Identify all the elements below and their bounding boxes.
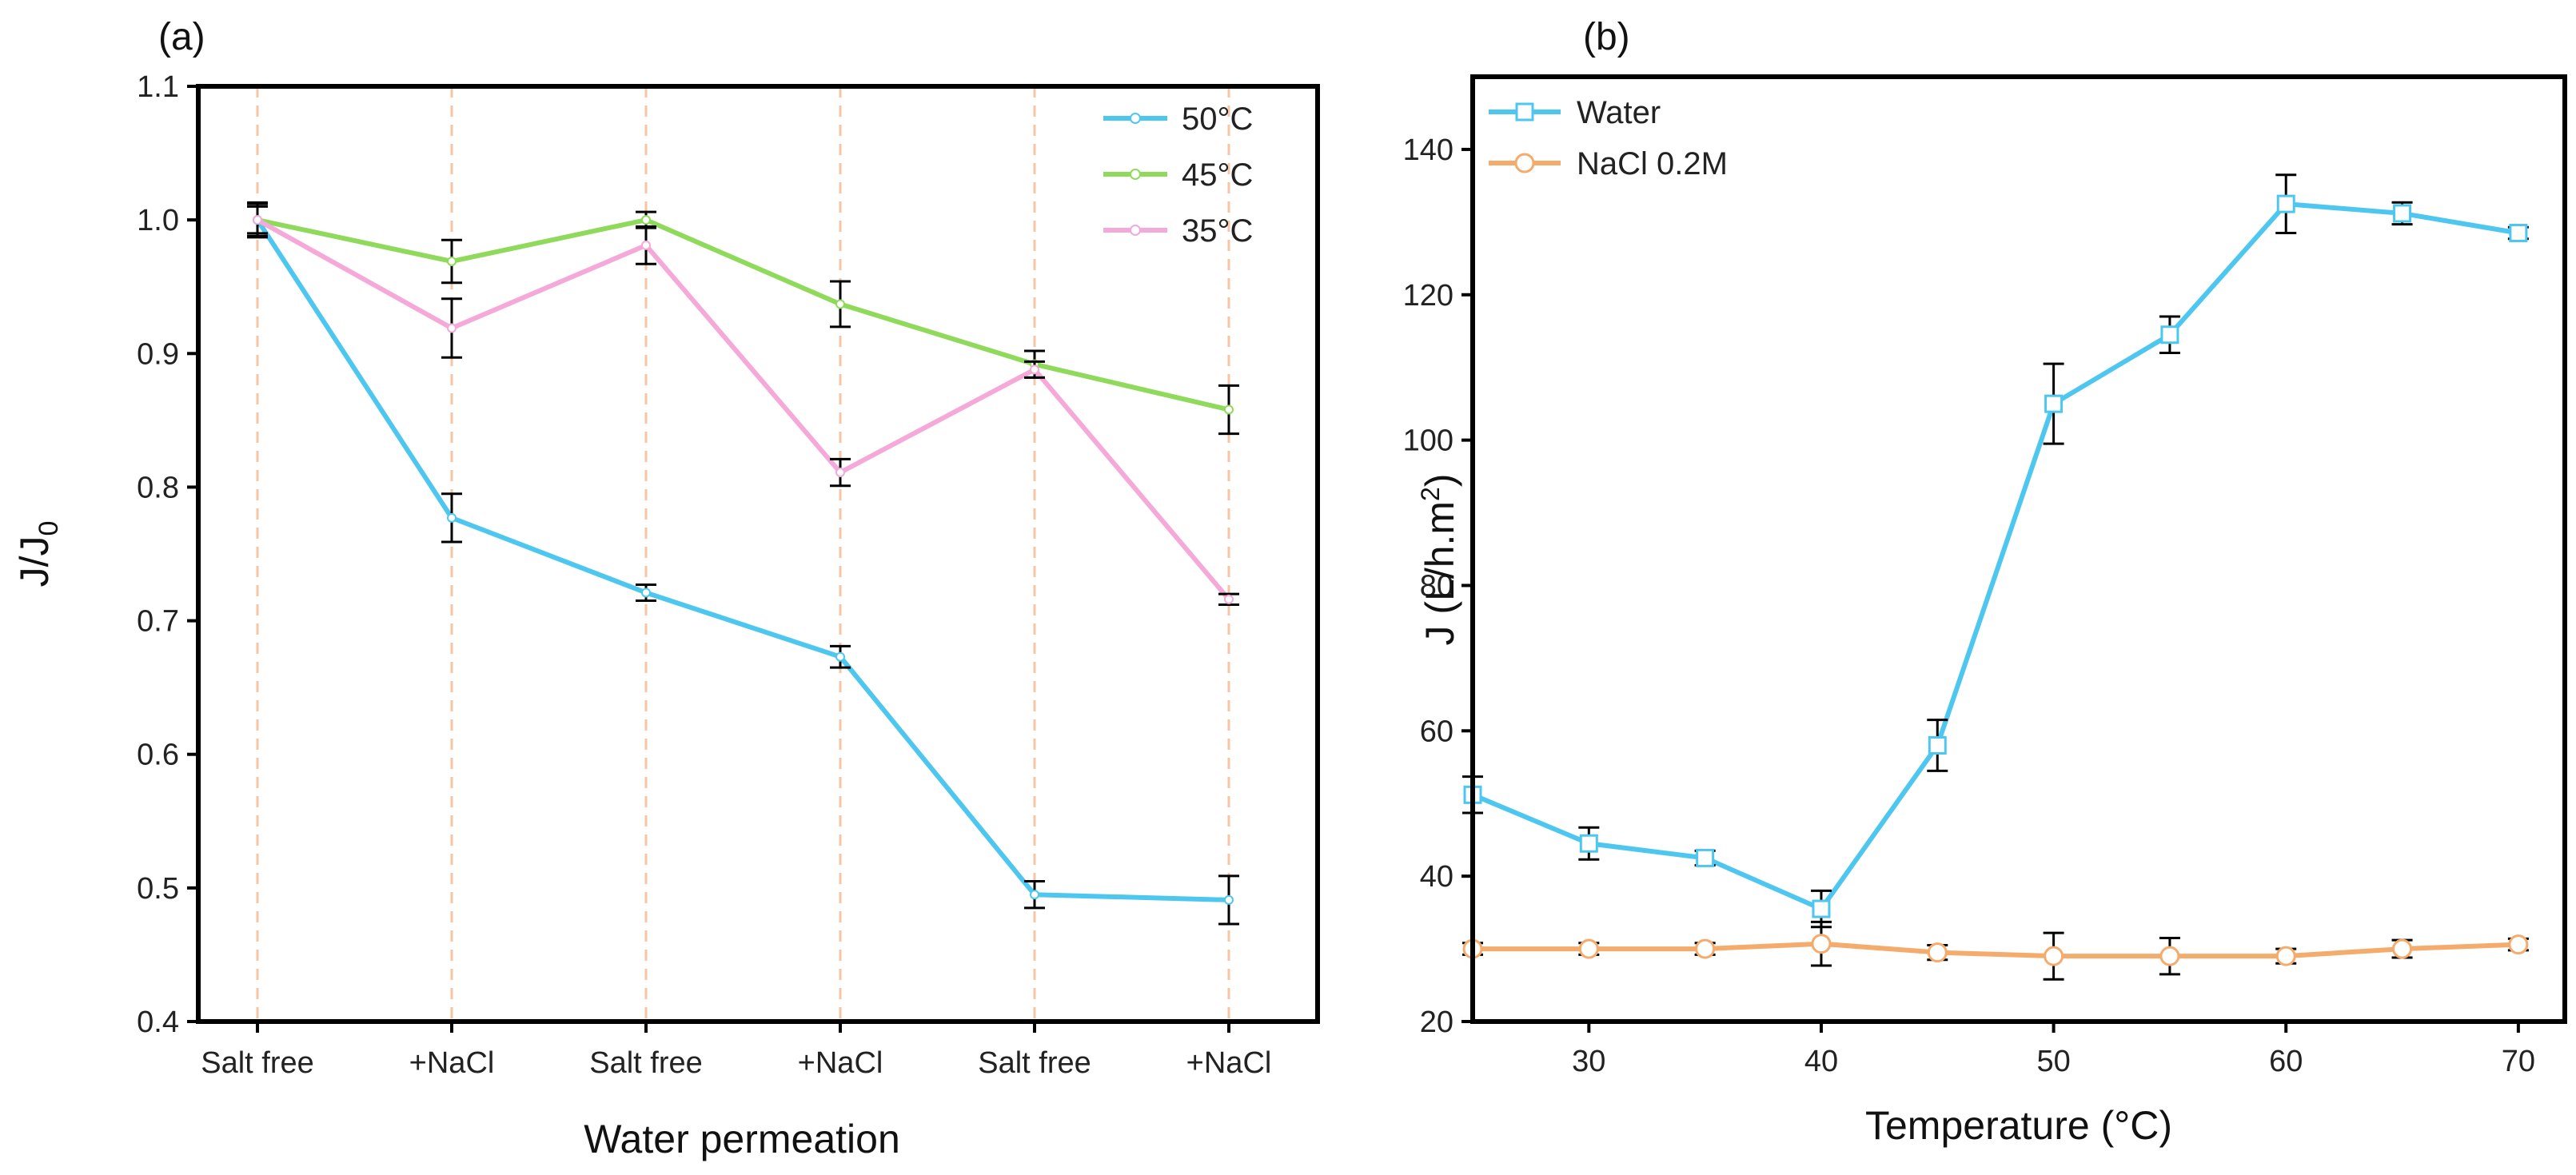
panel-a-series-line-1 bbox=[257, 217, 1230, 412]
panel-a-series-line-0 bbox=[255, 218, 1230, 902]
panel-a-legend-marker-0 bbox=[1130, 113, 1141, 124]
panel-a-x-tick-label-2: Salt free bbox=[589, 1046, 703, 1080]
panel-a-x-tick-label-5: +NaCl bbox=[1186, 1046, 1272, 1080]
panel-b-y-axis: 20 40 60 80 100 120 140 bbox=[1403, 133, 1473, 1039]
panel-b-point-1-6 bbox=[2159, 946, 2180, 966]
panel-b-series bbox=[1462, 173, 2529, 981]
panel-a-y-tick-label-7: 1.1 bbox=[137, 70, 179, 104]
panel-a-legend-label-2: 35°C bbox=[1182, 213, 1253, 249]
panel-b-y-tick-label-3: 80 bbox=[1420, 569, 1453, 603]
panel-a-legend-marker-2 bbox=[1130, 225, 1141, 236]
panel-b-point-0-8 bbox=[2393, 204, 2412, 223]
panel-b-y-tick-label-1: 40 bbox=[1420, 860, 1453, 894]
panel-a-point-0-3 bbox=[835, 651, 845, 662]
panel-b-point-0-5 bbox=[2044, 394, 2064, 413]
panel-a-x-tick-label-0: Salt free bbox=[201, 1046, 314, 1080]
panel-a-legend-marker-1 bbox=[1130, 169, 1141, 180]
panel-a-legend-label-0: 50°C bbox=[1182, 102, 1253, 137]
panel-a-point-1-3 bbox=[835, 299, 845, 309]
panel-a-point-0-2 bbox=[641, 588, 651, 598]
panel-b-x-tick-label-2: 50 bbox=[2036, 1045, 2070, 1078]
panel-a-point-1-1 bbox=[447, 256, 457, 266]
panel-b-series-line-0 bbox=[1471, 201, 2519, 912]
panel-a-x-tick-label-1: +NaCl bbox=[409, 1046, 495, 1080]
panel-a-point-0-5 bbox=[1224, 894, 1234, 905]
panel-b-y-axis-title-superscript: 2 bbox=[1416, 487, 1445, 501]
panel-a-point-2-5 bbox=[1224, 594, 1234, 604]
panel-b-y-tick-label-5: 120 bbox=[1403, 279, 1453, 313]
panel-a-y-tick-label-1: 0.5 bbox=[137, 872, 179, 906]
panel-b-point-0-2 bbox=[1696, 848, 1715, 867]
panel-b-x-tick-label-3: 60 bbox=[2269, 1045, 2303, 1078]
panel-b-legend-label-1: NaCl 0.2M bbox=[1577, 146, 1728, 181]
panel-b-point-0-4 bbox=[1928, 735, 1947, 755]
panel-b-x-tick-label-4: 70 bbox=[2502, 1045, 2535, 1078]
panel-b-x-tick-label-1: 40 bbox=[1804, 1045, 1838, 1078]
panel-b-point-0-3 bbox=[1812, 899, 1831, 918]
panel-a-y-tick-label-2: 0.6 bbox=[137, 739, 179, 772]
panel-b-point-1-5 bbox=[2044, 946, 2064, 966]
panel-b-point-0-9 bbox=[2509, 223, 2528, 242]
panel-a-y-tick-label-5: 0.9 bbox=[137, 337, 179, 371]
panel-b-legend-marker-1 bbox=[1514, 153, 1535, 173]
panel-b-legend-marker-0 bbox=[1515, 102, 1534, 121]
panel-b-point-1-1 bbox=[1578, 938, 1599, 959]
panel-a-x-tick-label-4: Salt free bbox=[978, 1046, 1091, 1080]
panel-b: (b) 20 40 60 80 100 120 140 30 40 50 60 70 Tempera… bbox=[1403, 16, 2567, 1148]
panel-b-point-1-2 bbox=[1695, 938, 1716, 959]
panel-b-y-tick-label-4: 100 bbox=[1403, 424, 1453, 458]
panel-a-x-axis-title: Water permeation bbox=[584, 1117, 900, 1161]
panel-b-y-axis-title-main: J (L/h.m bbox=[1418, 501, 1462, 646]
panel-b-y-axis-title-close: ) bbox=[1418, 473, 1462, 487]
panel-b-y-tick-label-0: 20 bbox=[1420, 1006, 1453, 1039]
panel-a-point-2-3 bbox=[835, 468, 845, 478]
panel-b-point-0-1 bbox=[1579, 834, 1598, 853]
panel-b-point-1-4 bbox=[1927, 942, 1948, 963]
panel-a-x-axis: Salt free +NaCl Salt free +NaCl Salt free +Na… bbox=[201, 1022, 1271, 1080]
panel-b-label: (b) bbox=[1583, 16, 1630, 58]
panel-b-series-line-1 bbox=[1473, 941, 2518, 959]
panel-a-y-axis-title: J/J0 bbox=[12, 521, 64, 588]
panel-a-point-2-2 bbox=[641, 240, 651, 250]
panel-a-series-line-2 bbox=[256, 217, 1231, 601]
panel-b-x-axis: 30 40 50 60 70 bbox=[1572, 1022, 2535, 1078]
panel-b-point-0-6 bbox=[2160, 325, 2179, 345]
panel-a-point-2-0 bbox=[253, 215, 262, 225]
panel-b-point-1-9 bbox=[2508, 934, 2529, 955]
panel-a-x-tick-label-3: +NaCl bbox=[798, 1046, 883, 1080]
panel-b-point-1-8 bbox=[2392, 938, 2413, 959]
panel-b-x-axis-title: Temperature (°C) bbox=[1865, 1103, 2172, 1148]
panel-b-point-1-3 bbox=[1811, 934, 1832, 954]
panel-a-y-tick-label-6: 1.0 bbox=[137, 204, 179, 237]
panel-b-y-tick-label-2: 60 bbox=[1420, 715, 1453, 748]
panel-b-legend: Water NaCl 0.2M bbox=[1489, 95, 1728, 181]
panel-b-y-axis-title: J (L/h.m2) bbox=[1416, 473, 1462, 645]
panel-a-frame bbox=[196, 84, 1320, 1024]
panel-a-legend: 50°C 45°C 35°C bbox=[1103, 102, 1253, 249]
panel-a-point-0-4 bbox=[1030, 890, 1039, 900]
panel-b-point-0-7 bbox=[2276, 194, 2295, 213]
panel-a-legend-label-1: 45°C bbox=[1182, 157, 1253, 193]
panel-a-series bbox=[247, 201, 1239, 926]
panel-a-gridlines bbox=[256, 86, 1230, 1022]
panel-a-y-axis: 0.4 0.5 0.6 0.7 0.8 0.9 1.0 1.1 bbox=[137, 70, 198, 1039]
panel-a-y-axis-title-main: J/J bbox=[12, 536, 57, 588]
panel-a-point-1-5 bbox=[1224, 404, 1234, 415]
panel-a-point-1-2 bbox=[641, 215, 651, 225]
panel-b-x-tick-label-0: 30 bbox=[1572, 1045, 1605, 1078]
panel-a-point-2-4 bbox=[1030, 364, 1039, 375]
panel-a-y-tick-label-4: 0.8 bbox=[137, 471, 179, 504]
panel-a-y-tick-label-3: 0.7 bbox=[137, 605, 179, 639]
panel-a: (a) 0.4 0.5 0.6 0.7 0.8 0.9 1.0 1.1 Salt free +N… bbox=[12, 16, 1320, 1161]
panel-a-point-0-1 bbox=[447, 512, 457, 523]
panel-a-y-axis-title-subscript: 0 bbox=[34, 521, 64, 536]
panel-a-point-2-1 bbox=[447, 323, 457, 333]
panel-b-y-tick-label-6: 140 bbox=[1403, 133, 1453, 167]
panel-a-label: (a) bbox=[158, 16, 205, 58]
panel-b-legend-label-0: Water bbox=[1577, 95, 1661, 130]
panel-a-y-tick-label-0: 0.4 bbox=[137, 1006, 179, 1039]
panel-b-frame bbox=[1470, 74, 2567, 1024]
panel-b-point-1-7 bbox=[2275, 946, 2296, 966]
